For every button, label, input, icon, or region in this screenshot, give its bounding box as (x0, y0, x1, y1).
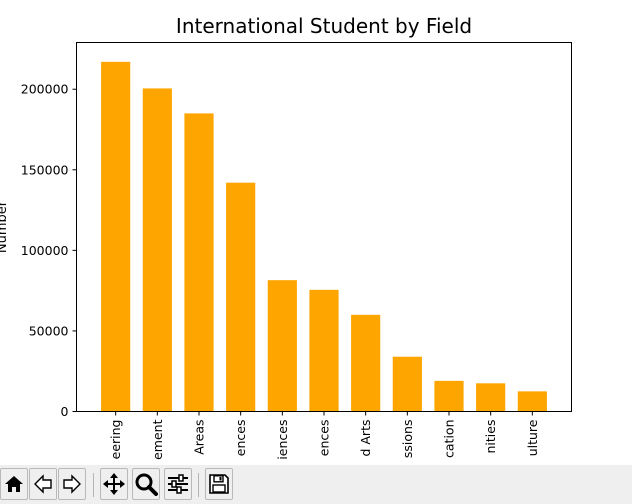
x-tick-label: ssions (400, 420, 415, 459)
back-icon (34, 474, 52, 494)
save-button[interactable] (205, 468, 233, 500)
zoom-button[interactable] (132, 468, 160, 500)
y-tick-label: 150000 (21, 162, 69, 177)
chart-title: International Student by Field (176, 14, 472, 38)
zoom-icon (135, 473, 158, 496)
x-tick-label: nities (483, 419, 498, 453)
home-button[interactable] (0, 468, 28, 500)
toolbar-separator (93, 473, 94, 497)
y-axis-label: Number (0, 200, 10, 253)
y-tick-label: 0 (61, 404, 69, 419)
bar-8 (434, 380, 464, 412)
pan-button[interactable] (100, 468, 128, 500)
bar-7 (392, 356, 422, 412)
x-tick-label: ement (150, 419, 165, 459)
configure-subplots-button[interactable] (164, 468, 192, 500)
y-tick-label: 100000 (21, 243, 69, 258)
x-tick-label: ences (233, 420, 248, 457)
bar-0 (101, 61, 131, 412)
toolbar-separator (198, 473, 199, 497)
x-tick-label: ulture (525, 419, 540, 456)
bar-1 (142, 88, 172, 412)
bar-10 (517, 391, 547, 412)
plot-frame (76, 42, 572, 412)
y-tick-label: 200000 (21, 82, 69, 97)
navigation-toolbar (0, 465, 632, 504)
y-tick-label: 50000 (29, 323, 69, 338)
x-tick-label: cation (442, 420, 457, 458)
bar-5 (309, 289, 339, 412)
home-icon (5, 476, 23, 492)
forward-icon (63, 474, 81, 494)
bar-2 (184, 113, 214, 412)
y-axis-ticks: 0 50000 100000 150000 200000 (21, 82, 77, 419)
x-axis-ticks: eering ement Areas ences iences ences d Arts ss… (108, 411, 540, 460)
save-icon (209, 474, 229, 494)
x-tick-label: iences (275, 420, 290, 460)
bar-9 (476, 383, 506, 412)
x-tick-label: Areas (192, 420, 207, 455)
configure-subplots-icon (168, 474, 188, 494)
bars-group (101, 61, 547, 412)
pan-icon (103, 473, 125, 495)
bar-6 (351, 314, 381, 412)
back-button[interactable] (29, 468, 57, 500)
bar-4 (267, 280, 297, 412)
x-tick-label: d Arts (358, 420, 373, 457)
x-tick-label: eering (108, 420, 123, 460)
bar-3 (226, 182, 256, 412)
x-tick-label: ences (317, 420, 332, 457)
chart-figure: International Student by Field Number 0 5… (0, 14, 572, 460)
forward-button[interactable] (58, 468, 86, 500)
